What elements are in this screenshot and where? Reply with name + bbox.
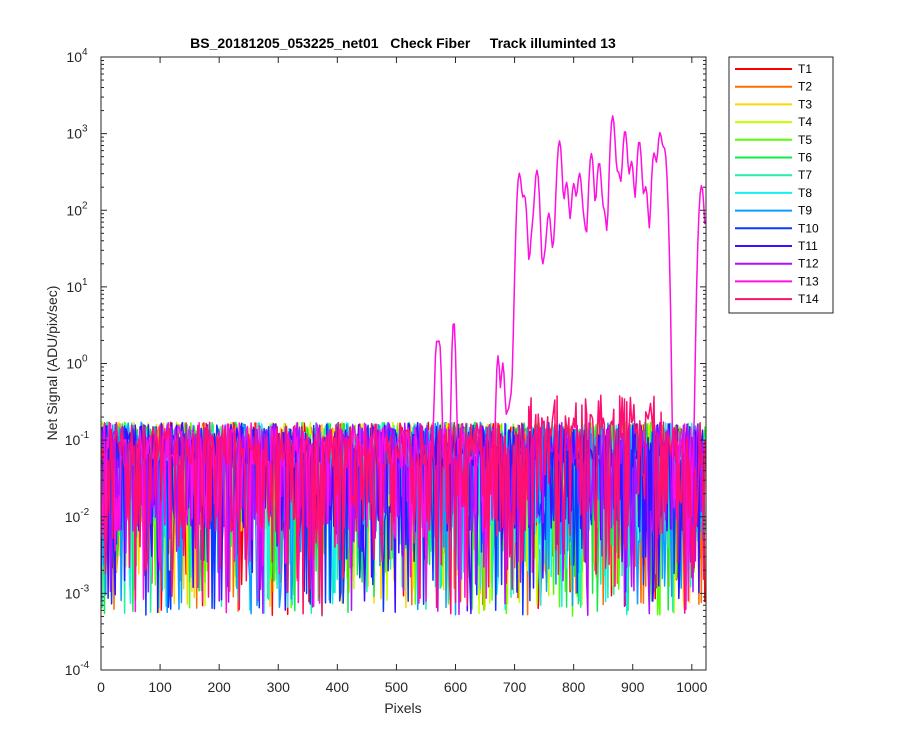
- legend-label: T12: [798, 257, 819, 271]
- legend-label: T11: [798, 239, 818, 253]
- x-tick-label: 700: [503, 679, 527, 695]
- y-tick-exponent: 2: [82, 200, 88, 211]
- y-tick-exponent: 4: [82, 47, 88, 58]
- y-tick-exponent: -2: [80, 507, 89, 518]
- x-axis-label: Pixels: [384, 700, 421, 716]
- legend-entry-t14[interactable]: T14: [735, 292, 819, 306]
- legend-label: T14: [798, 292, 819, 306]
- legend-entry-t12[interactable]: T12: [735, 257, 819, 271]
- legend-label: T13: [798, 274, 819, 288]
- legend-entry-t9[interactable]: T9: [735, 204, 812, 218]
- x-tick-label: 0: [97, 679, 105, 695]
- x-tick-label: 600: [444, 679, 468, 695]
- x-tick-label: 500: [385, 679, 409, 695]
- y-tick-label: 103: [66, 124, 88, 142]
- x-tick-label: 1000: [676, 679, 707, 695]
- legend-entry-t8[interactable]: T8: [735, 186, 812, 200]
- legend-label: T9: [798, 204, 812, 218]
- y-tick-exponent: 3: [82, 124, 88, 135]
- x-tick-label: 300: [267, 679, 291, 695]
- y-tick-base: 10: [66, 279, 82, 295]
- y-tick-base: 10: [66, 126, 82, 142]
- x-axis-ticks: 0 100 200 300 400 500 600 700 800 900 1000: [97, 57, 708, 695]
- y-tick-label: 102: [66, 200, 88, 218]
- legend-box: [728, 56, 834, 314]
- y-tick-label: 104: [66, 47, 88, 65]
- x-tick-label: 200: [207, 679, 231, 695]
- legend-label: T10: [798, 221, 819, 235]
- y-tick-label: 10-4: [65, 660, 90, 678]
- y-tick-base: 10: [66, 202, 82, 218]
- chart-title: BS_20181205_053225_net01 Check Fiber Tra…: [190, 35, 616, 51]
- legend-entry-t3[interactable]: T3: [735, 97, 812, 111]
- legend-entry-t7[interactable]: T7: [735, 168, 812, 182]
- y-tick-exponent: -3: [80, 583, 89, 594]
- y-tick-label: 10-2: [65, 507, 90, 525]
- x-tick-label: 400: [326, 679, 350, 695]
- legend-entry-t11[interactable]: T11: [735, 239, 818, 253]
- x-tick-label: 900: [621, 679, 645, 695]
- y-tick-exponent: 1: [82, 277, 88, 288]
- y-tick-base: 10: [65, 662, 81, 678]
- legend-entry-t10[interactable]: T10: [735, 221, 819, 235]
- series-layer: [101, 115, 706, 617]
- y-tick-base: 10: [66, 49, 82, 65]
- legend-entry-t2[interactable]: T2: [735, 80, 812, 94]
- y-tick-base: 10: [65, 432, 81, 448]
- y-tick-label: 10-3: [65, 583, 90, 601]
- y-tick-base: 10: [66, 356, 82, 372]
- legend-label: T7: [798, 168, 812, 182]
- legend-entry-t6[interactable]: T6: [735, 151, 812, 165]
- y-tick-exponent: -4: [80, 660, 89, 671]
- legend-label: T1: [798, 62, 812, 76]
- y-tick-base: 10: [65, 509, 81, 525]
- legend-entry-t4[interactable]: T4: [735, 115, 812, 129]
- legend-entry-t5[interactable]: T5: [735, 133, 812, 147]
- y-tick-base: 10: [65, 585, 81, 601]
- legend-label: T3: [798, 97, 812, 111]
- legend-label: T4: [798, 115, 812, 129]
- y-tick-exponent: 0: [82, 354, 88, 365]
- legend-entry-t13[interactable]: T13: [735, 274, 819, 288]
- legend-label: T2: [798, 80, 812, 94]
- y-axis-label: Net Signal (ADU/pix/sec): [44, 286, 60, 441]
- y-tick-label: 10-1: [65, 430, 90, 448]
- legend-label: T6: [798, 151, 812, 165]
- series-line-t14: [101, 394, 706, 616]
- x-tick-label: 800: [562, 679, 586, 695]
- legend-label: T5: [798, 133, 812, 147]
- y-tick-label: 100: [66, 354, 88, 372]
- x-tick-label: 100: [148, 679, 172, 695]
- legend[interactable]: T1 T2 T3 T4 T5 T6 T7 T8 T9 T10 T11 T12 T13 T14: [728, 56, 834, 314]
- y-tick-label: 101: [66, 277, 88, 295]
- legend-entry-t1[interactable]: T1: [735, 62, 812, 76]
- y-tick-exponent: -1: [80, 430, 89, 441]
- legend-label: T8: [798, 186, 812, 200]
